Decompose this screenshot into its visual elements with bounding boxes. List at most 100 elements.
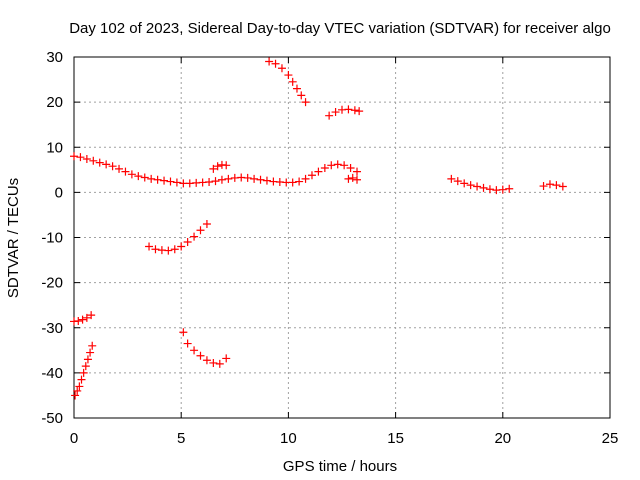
data-point bbox=[485, 185, 494, 194]
data-point bbox=[539, 182, 548, 191]
data-point bbox=[333, 160, 342, 169]
data-point bbox=[82, 154, 91, 163]
series-cluster-18-20h bbox=[447, 174, 514, 195]
series-early-minus-28 bbox=[70, 311, 96, 326]
data-point bbox=[75, 382, 84, 391]
data-point bbox=[82, 313, 91, 322]
data-point bbox=[166, 177, 175, 186]
data-point bbox=[327, 161, 336, 170]
data-point bbox=[108, 162, 117, 171]
data-point bbox=[262, 176, 271, 185]
data-point bbox=[447, 174, 456, 183]
data-point bbox=[288, 77, 297, 86]
data-point bbox=[325, 111, 334, 120]
data-point bbox=[160, 176, 169, 185]
data-point bbox=[179, 328, 188, 337]
data-point bbox=[147, 174, 156, 183]
data-point bbox=[211, 177, 220, 186]
data-point bbox=[344, 174, 353, 183]
data-point bbox=[190, 346, 199, 355]
data-point bbox=[177, 242, 186, 251]
data-point bbox=[265, 57, 274, 66]
x-tick-label: 10 bbox=[280, 430, 297, 447]
x-tick-label: 25 bbox=[602, 430, 619, 447]
series-end-fragment-13h bbox=[344, 173, 362, 184]
data-point bbox=[453, 177, 462, 186]
data-point bbox=[288, 178, 297, 187]
data-point bbox=[348, 173, 357, 182]
plot-frame bbox=[73, 56, 611, 419]
data-point bbox=[209, 164, 218, 173]
y-tick-label: -10 bbox=[41, 230, 63, 247]
data-point bbox=[301, 98, 310, 107]
data-point bbox=[292, 84, 301, 93]
points-layer bbox=[70, 57, 567, 400]
data-point bbox=[81, 362, 90, 371]
data-point bbox=[86, 348, 95, 357]
data-point bbox=[164, 246, 173, 255]
data-point bbox=[301, 174, 310, 183]
data-point bbox=[350, 106, 359, 115]
data-point bbox=[95, 158, 104, 167]
data-point bbox=[102, 160, 111, 169]
data-point bbox=[183, 238, 192, 247]
data-point bbox=[346, 164, 355, 173]
data-point bbox=[340, 161, 349, 170]
data-point bbox=[70, 152, 78, 161]
data-point bbox=[153, 175, 162, 184]
data-point bbox=[545, 180, 554, 189]
data-point bbox=[271, 59, 280, 68]
data-point bbox=[297, 91, 306, 100]
data-point bbox=[78, 315, 87, 324]
data-point bbox=[355, 107, 364, 116]
data-point bbox=[353, 167, 362, 176]
data-point bbox=[77, 375, 86, 384]
data-point bbox=[295, 177, 304, 186]
y-tick-label: -50 bbox=[41, 410, 63, 427]
data-point bbox=[140, 173, 149, 182]
series-drop-5-7h bbox=[179, 328, 231, 368]
data-point bbox=[202, 219, 211, 228]
axis-layer: 0 5 10 15 20 25 -50 -40 -30 -20 -10 0 10 20 30 bbox=[41, 49, 618, 447]
data-point bbox=[552, 181, 561, 190]
y-tick-label: 10 bbox=[46, 139, 63, 156]
data-point bbox=[314, 167, 323, 176]
data-point bbox=[222, 161, 231, 170]
data-point bbox=[209, 358, 218, 367]
grid-layer bbox=[74, 57, 610, 418]
series-main-trace bbox=[70, 152, 362, 188]
data-point bbox=[172, 178, 181, 187]
y-tick-label: -30 bbox=[41, 320, 63, 337]
series-high-arc bbox=[265, 57, 310, 107]
data-point bbox=[196, 226, 205, 235]
data-point bbox=[217, 175, 226, 184]
data-point bbox=[74, 316, 83, 325]
data-point bbox=[88, 341, 97, 350]
data-point bbox=[121, 167, 130, 176]
data-point bbox=[76, 153, 85, 162]
data-point bbox=[71, 391, 80, 400]
data-point bbox=[134, 172, 143, 181]
series-arc-12-13h bbox=[325, 105, 364, 120]
data-point bbox=[460, 179, 469, 188]
data-point bbox=[79, 368, 88, 377]
x-tick-label: 5 bbox=[177, 430, 185, 447]
y-tick-label: 20 bbox=[46, 94, 63, 111]
data-point bbox=[307, 171, 316, 180]
y-tick-label: -40 bbox=[41, 365, 63, 382]
data-point bbox=[558, 182, 567, 191]
data-point bbox=[183, 339, 192, 348]
x-axis-label: GPS time / hours bbox=[283, 458, 397, 475]
data-point bbox=[205, 177, 214, 186]
chart-title: Day 102 of 2023, Sidereal Day-to-day VTE… bbox=[69, 20, 611, 37]
data-point bbox=[250, 174, 259, 183]
data-point bbox=[151, 245, 160, 254]
data-point bbox=[73, 386, 82, 395]
series-early-low bbox=[71, 341, 97, 400]
data-point bbox=[466, 181, 475, 190]
data-point bbox=[320, 164, 329, 173]
data-point bbox=[344, 105, 353, 114]
series-negative-rise bbox=[145, 219, 211, 255]
data-point bbox=[222, 354, 231, 363]
data-point bbox=[215, 359, 224, 368]
